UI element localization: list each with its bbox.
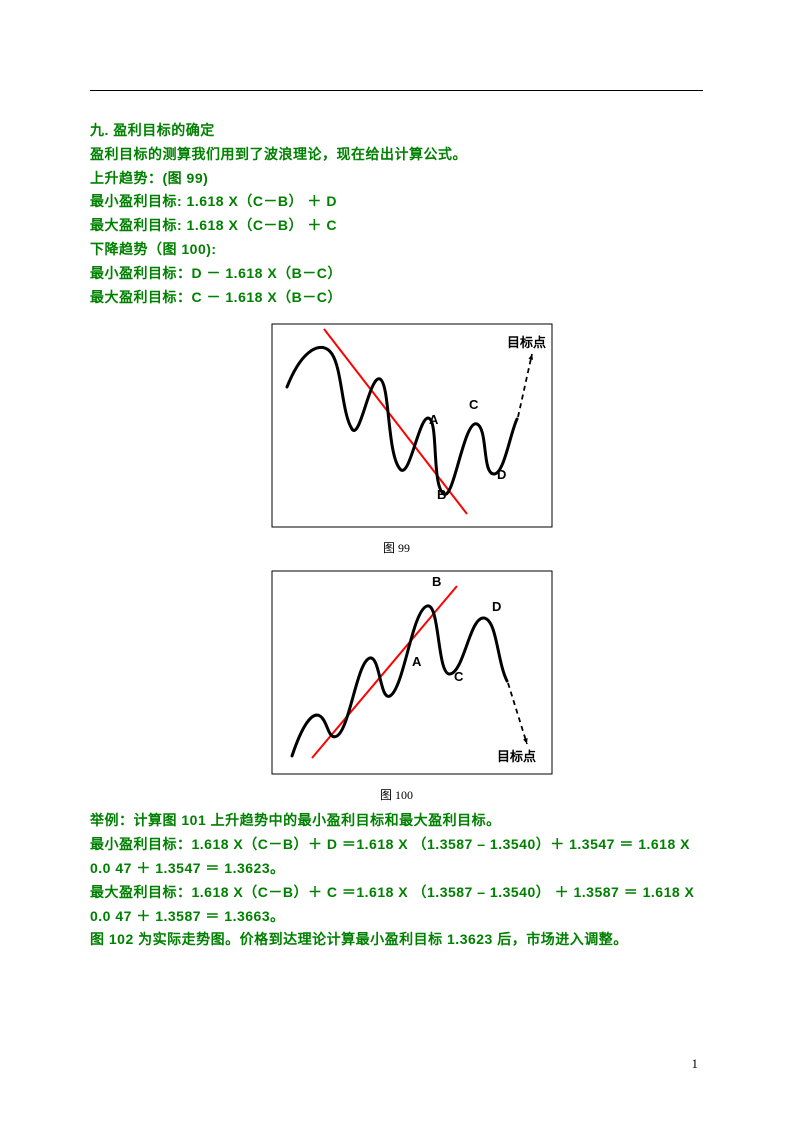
intro: 盈利目标的测算我们用到了波浪理论，现在给出计算公式。 [90,143,703,167]
svg-text:A: A [412,654,422,669]
example-min: 最小盈利目标：1.618 X（C－B）＋ D ＝1.618 X （1.3587 … [90,833,703,881]
example-note: 图 102 为实际走势图。价格到达理论计算最小盈利目标 1.3623 后，市场进… [90,928,703,952]
downtrend-min: 最小盈利目标：D － 1.618 X（B－C） [90,262,703,286]
downtrend-max: 最大盈利目标：C － 1.618 X（B－C） [90,286,703,310]
uptrend-max: 最大盈利目标: 1.618 X（C－B） ＋ C [90,214,703,238]
svg-text:D: D [497,467,506,482]
svg-text:B: B [432,574,441,589]
svg-text:B: B [437,487,446,502]
figure-99-caption: 图 99 [90,539,703,556]
figure-99: A B C D 目标点 [90,319,703,537]
heading: 九. 盈利目标的确定 [90,119,703,143]
downtrend-title: 下降趋势（图 100): [90,238,703,262]
svg-text:目标点: 目标点 [497,749,536,764]
svg-text:C: C [454,669,464,684]
svg-text:A: A [429,412,439,427]
uptrend-min: 最小盈利目标: 1.618 X（C－B） ＋ D [90,190,703,214]
example-title: 举例：计算图 101 上升趋势中的最小盈利目标和最大盈利目标。 [90,809,703,833]
figure-100-caption: 图 100 [90,786,703,803]
svg-text:D: D [492,599,501,614]
example-max: 最大盈利目标：1.618 X（C－B）＋ C ＝1.618 X （1.3587 … [90,881,703,929]
top-rule [90,90,703,91]
svg-text:目标点: 目标点 [507,335,546,350]
figure-100: A B C D 目标点 [90,566,703,784]
svg-text:C: C [469,397,479,412]
page-number: 1 [692,1056,699,1072]
uptrend-title: 上升趋势：(图 99) [90,167,703,191]
